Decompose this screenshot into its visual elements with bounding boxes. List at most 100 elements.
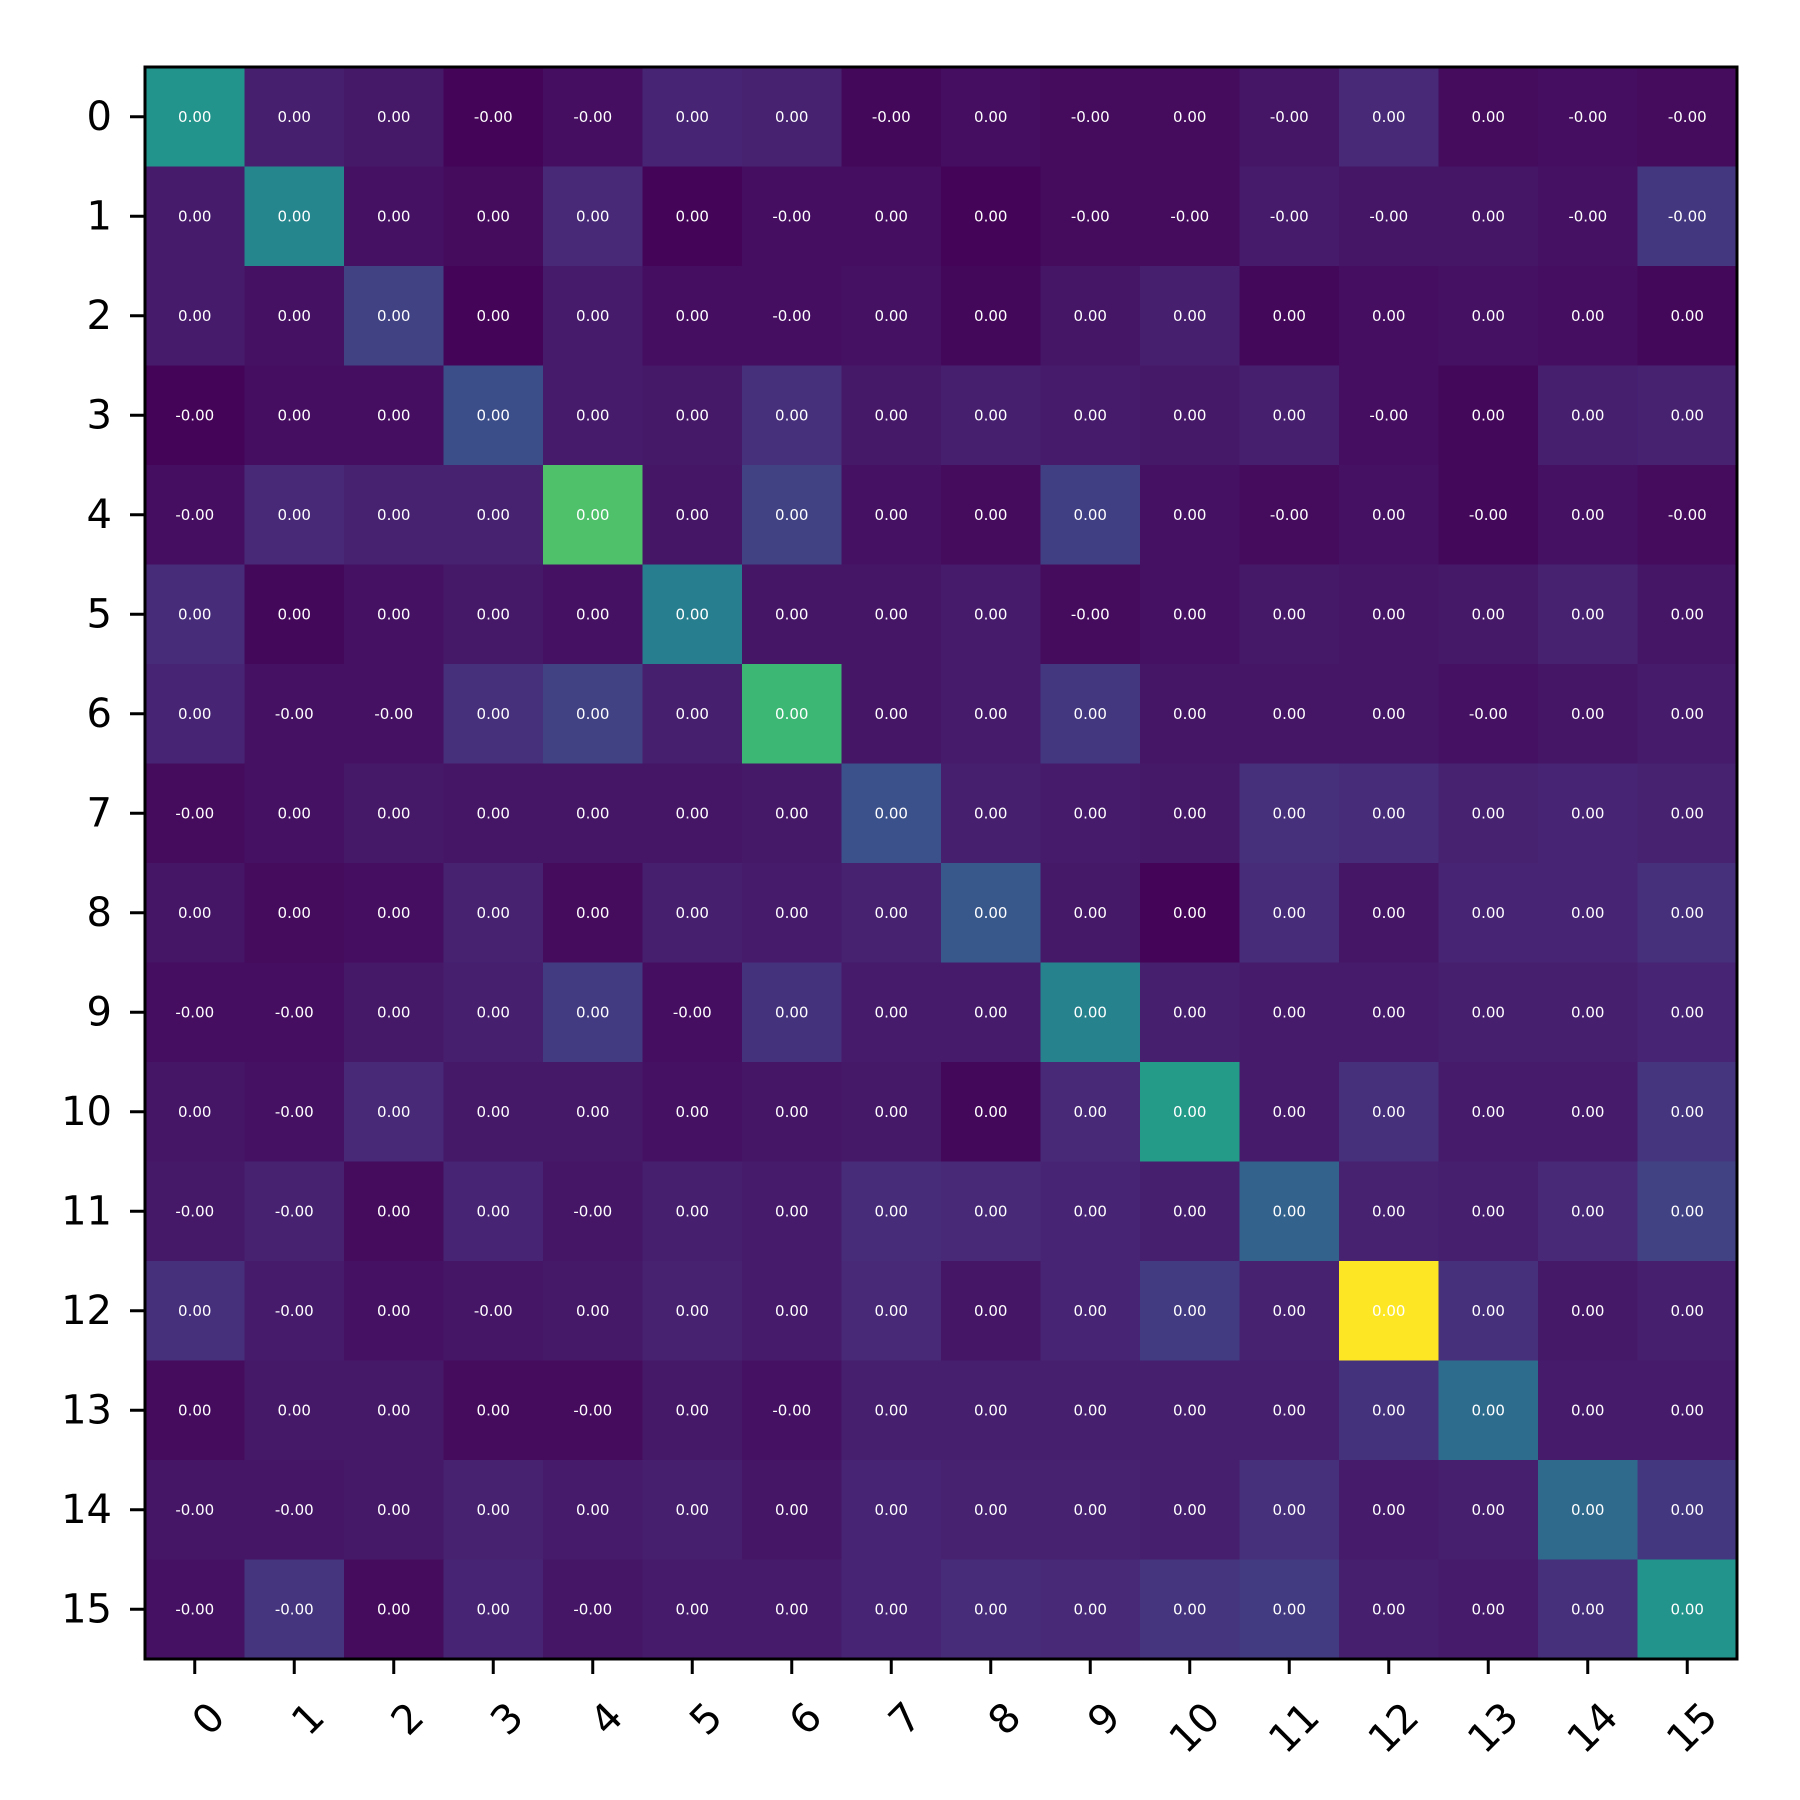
cell-value-label: 0.00	[377, 605, 410, 623]
cell-value-label: 0.00	[974, 1302, 1007, 1320]
x-tick-label: 4	[582, 1694, 633, 1745]
heatmap-cell	[841, 365, 942, 466]
cell-value-label: 0.00	[477, 1401, 510, 1419]
heatmap-cell	[1339, 166, 1440, 267]
cell-value-label: 0.00	[775, 1103, 808, 1121]
cell-value-label: 0.00	[1571, 1202, 1604, 1220]
cell-value-label: 0.00	[974, 1202, 1007, 1220]
x-tick-label: 6	[781, 1694, 832, 1745]
heatmap-cell	[1438, 465, 1539, 566]
heatmap-cell	[941, 1161, 1042, 1262]
heatmap-cell	[443, 962, 544, 1063]
cell-value-label: 0.00	[1472, 605, 1505, 623]
heatmap-cell	[841, 1062, 942, 1163]
cell-value-label: 0.00	[775, 1501, 808, 1519]
heatmap-cell	[1438, 67, 1539, 168]
heatmap-cell	[244, 1559, 345, 1660]
cell-value-label: 0.00	[875, 207, 908, 225]
heatmap-cell	[1239, 1261, 1340, 1362]
cell-value-label: 0.00	[1571, 605, 1604, 623]
heatmap-cell	[543, 863, 644, 964]
cell-value-label: 0.00	[875, 904, 908, 922]
y-tick-label: 5	[87, 591, 112, 637]
x-tick-label: 14	[1559, 1694, 1628, 1763]
heatmap-cell	[1239, 664, 1340, 765]
cell-value-label: 0.00	[676, 307, 709, 325]
heatmap-cell	[1438, 863, 1539, 964]
cell-value-label: 0.00	[974, 804, 1007, 822]
cell-value-label: -0.00	[474, 108, 513, 126]
y-tick-label: 3	[87, 392, 112, 438]
cell-value-label: -0.00	[175, 1501, 214, 1519]
cell-value-label: -0.00	[772, 207, 811, 225]
heatmap-cell	[1538, 266, 1639, 367]
heatmap-cell	[145, 564, 246, 665]
cell-value-label: -0.00	[275, 1501, 314, 1519]
heatmap-cell	[344, 266, 445, 367]
heatmap-cell	[1040, 166, 1141, 267]
cell-value-label: 0.00	[377, 904, 410, 922]
heatmap-cell	[642, 166, 743, 267]
heatmap-cell	[742, 1261, 843, 1362]
heatmap-cell	[742, 166, 843, 267]
cell-value-label: 0.00	[1074, 406, 1107, 424]
heatmap-cell	[1239, 266, 1340, 367]
heatmap-cell	[1438, 1161, 1539, 1262]
cell-value-label: 0.00	[1273, 1003, 1306, 1021]
cell-value-label: 0.00	[1671, 1401, 1704, 1419]
cell-value-label: 0.00	[1372, 1501, 1405, 1519]
heatmap-cell	[1438, 266, 1539, 367]
cell-value-label: 0.00	[1173, 705, 1206, 723]
cell-value-label: -0.00	[1369, 207, 1408, 225]
heatmap-cell	[145, 1360, 246, 1461]
cell-value-label: 0.00	[1472, 108, 1505, 126]
cell-value-label: 0.00	[178, 705, 211, 723]
cell-value-label: 0.00	[1671, 307, 1704, 325]
heatmap-cell	[543, 1161, 644, 1262]
heatmap-cell	[344, 664, 445, 765]
cell-value-label: 0.00	[1472, 1103, 1505, 1121]
cell-value-label: -0.00	[673, 1003, 712, 1021]
cell-value-label: 0.00	[1372, 108, 1405, 126]
cell-value-label: 0.00	[1173, 1600, 1206, 1618]
heatmap-cell	[642, 1559, 743, 1660]
cell-value-label: 0.00	[477, 1103, 510, 1121]
x-tick-label: 13	[1459, 1694, 1528, 1763]
y-tick-label: 1	[87, 193, 112, 239]
cell-value-label: -0.00	[573, 1202, 612, 1220]
cell-value-label: 0.00	[1074, 804, 1107, 822]
heatmap-cell	[1239, 1062, 1340, 1163]
heatmap-cell	[443, 365, 544, 466]
cell-value-label: 0.00	[775, 1302, 808, 1320]
cell-value-label: 0.00	[775, 904, 808, 922]
cell-value-label: 0.00	[576, 1103, 609, 1121]
cell-value-label: 0.00	[1671, 605, 1704, 623]
heatmap-cell	[1140, 664, 1241, 765]
cell-value-label: 0.00	[377, 804, 410, 822]
heatmap-cell	[1239, 863, 1340, 964]
cell-value-label: 0.00	[1671, 1003, 1704, 1021]
y-tick-label: 9	[87, 989, 112, 1035]
cell-value-label: -0.00	[1071, 207, 1110, 225]
cell-value-label: -0.00	[175, 506, 214, 524]
cell-value-label: -0.00	[872, 108, 911, 126]
heatmap-cell	[1339, 863, 1440, 964]
heatmap-cell	[543, 763, 644, 864]
heatmap-cell	[1239, 962, 1340, 1063]
heatmap-cell	[1040, 763, 1141, 864]
heatmap-cell	[1040, 962, 1141, 1063]
cell-value-label: 0.00	[1173, 108, 1206, 126]
cell-value-label: 0.00	[1074, 506, 1107, 524]
heatmap-cell	[1040, 1559, 1141, 1660]
cell-value-label: 0.00	[1372, 1401, 1405, 1419]
cell-value-label: 0.00	[1671, 1202, 1704, 1220]
cell-value-label: 0.00	[875, 406, 908, 424]
heatmap-cell	[344, 1161, 445, 1262]
cell-value-label: -0.00	[573, 1600, 612, 1618]
heatmap-cell	[1538, 863, 1639, 964]
heatmap-cell	[145, 365, 246, 466]
heatmap-cell	[1239, 1360, 1340, 1461]
heatmap-cell	[145, 962, 246, 1063]
cell-value-label: 0.00	[875, 804, 908, 822]
